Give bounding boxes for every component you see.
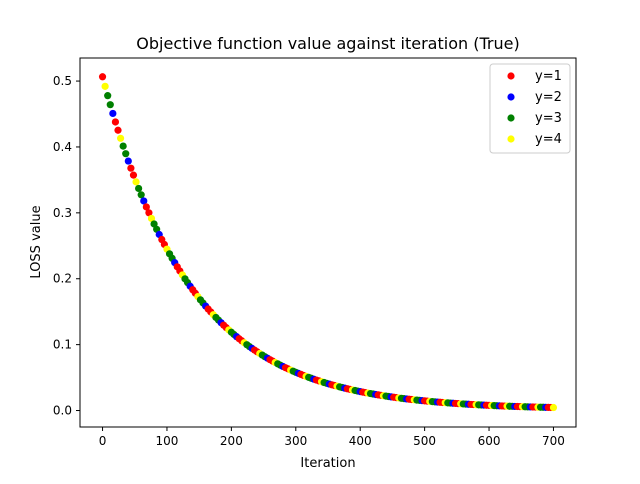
data-point [135,184,143,193]
data-points [98,73,558,412]
legend-label: y=2 [535,90,562,105]
y-tick-label: 0.5 [53,74,72,88]
x-tick-label: 700 [542,434,565,448]
data-point [150,220,158,228]
y-tick-label: 0.3 [53,206,72,220]
plot-frame [79,57,577,428]
chart-title: Objective function value against iterati… [136,34,519,53]
data-point [132,178,140,186]
data-point [122,150,130,158]
data-point [140,197,148,205]
data-point [129,171,138,179]
y-tick-label: 0.0 [53,404,72,418]
data-point [111,118,120,126]
x-tick-label: 200 [220,434,243,448]
x-tick-label: 500 [413,434,436,448]
legend-marker [507,72,515,80]
legend: y=1 y=2 y=3 y=4 [489,63,571,154]
x-tick-label: 600 [478,434,501,448]
data-point [145,209,153,217]
data-point [116,134,125,142]
data-point [104,92,112,100]
data-point [119,142,127,150]
legend-label: y=1 [535,69,562,84]
x-tick-label: 0 [99,434,107,448]
data-point [137,191,145,199]
y-axis: 0.0 0.1 0.2 0.3 0.4 0.5 [53,74,80,418]
data-point [106,101,114,109]
x-axis-label: Iteration [300,456,355,471]
legend-label: y=3 [535,111,562,126]
legend-marker [507,135,515,143]
y-axis-label: LOSS value [29,205,44,278]
legend-label: y=4 [535,132,562,147]
data-point [147,214,156,223]
x-tick-label: 400 [349,434,372,448]
x-tick-label: 300 [284,434,307,448]
x-tick-label: 100 [156,434,179,448]
y-tick-label: 0.2 [53,272,72,286]
data-point [549,403,558,412]
data-point [124,157,132,165]
legend-marker [507,93,515,101]
y-tick-label: 0.1 [53,338,72,352]
data-point [142,203,150,211]
data-point [114,126,122,134]
data-point [109,109,117,118]
legend-marker [507,114,515,122]
legend-box [489,63,571,154]
data-point [127,164,135,172]
data-point [98,73,107,81]
data-point [101,82,109,90]
x-axis: 0 100 200 300 400 500 600 700 [99,427,565,448]
y-tick-label: 0.4 [53,140,72,154]
